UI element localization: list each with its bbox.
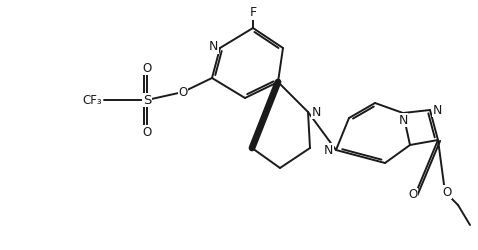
Text: CF₃: CF₃ [82, 94, 102, 106]
Text: N: N [208, 40, 218, 54]
Text: N: N [398, 114, 408, 126]
Text: F: F [250, 6, 257, 20]
Text: N: N [312, 106, 321, 118]
Text: O: O [178, 86, 188, 98]
Text: O: O [142, 126, 152, 138]
Text: N: N [324, 144, 333, 156]
Text: O: O [142, 62, 152, 74]
Text: N: N [433, 104, 442, 117]
Text: O: O [442, 186, 452, 198]
Text: O: O [408, 188, 418, 202]
Text: S: S [143, 94, 151, 106]
